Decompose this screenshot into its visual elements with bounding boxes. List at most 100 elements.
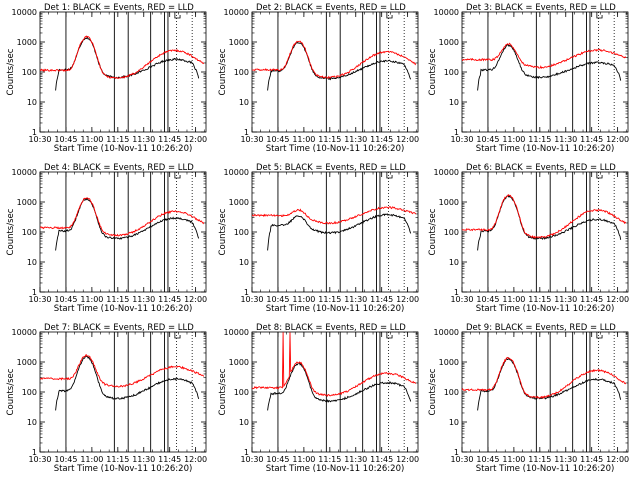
x-axis-label: Start Time (10-Nov-11 10:26:20) (266, 304, 405, 314)
y-tick-label: 10 (239, 98, 249, 107)
x-tick-label: 11:45 (158, 295, 181, 304)
x-tick-label: 10:45 (266, 295, 289, 304)
events-series-line (55, 197, 200, 251)
x-tick-label: 10:45 (54, 295, 77, 304)
y-tick-label: 10000 (12, 168, 37, 177)
x-tick-label: 11:15 (318, 455, 341, 464)
x-tick-label: 11:15 (106, 295, 129, 304)
y-tick-label: 100 (22, 68, 37, 77)
x-tick-label: 12:00 (184, 295, 207, 304)
x-tick-label: 11:15 (528, 295, 551, 304)
x-tick-label: 10:30 (240, 135, 263, 144)
x-tick-label: 11:15 (106, 455, 129, 464)
x-tick-label: 11:45 (580, 455, 603, 464)
x-tick-label: 12:00 (184, 455, 207, 464)
flag-marker (596, 12, 603, 19)
x-tick-label: 11:00 (80, 455, 103, 464)
x-tick-label: 11:15 (318, 135, 341, 144)
events-series-line (267, 362, 412, 411)
flag-marker (174, 172, 181, 179)
x-tick-label: 11:00 (80, 295, 103, 304)
x-tick-label: 12:00 (396, 135, 419, 144)
panel-det-2: Det 2: BLACK = Events, RED = LLD 1 10 100 10… (218, 3, 419, 154)
x-tick-label: 12:00 (606, 135, 629, 144)
lld-series-line (252, 206, 417, 225)
x-tick-label: 11:30 (132, 455, 155, 464)
lld-series-line (462, 356, 627, 399)
y-tick-label: 100 (444, 228, 459, 237)
x-tick-label: 10:45 (266, 135, 289, 144)
y-tick-label: 1 (32, 128, 37, 137)
flag-marker (386, 12, 393, 19)
plot-frame (251, 331, 419, 453)
x-tick-label: 10:45 (476, 135, 499, 144)
panel-det-4: Det 4: BLACK = Events, RED = LLD 1 10 100 10… (6, 163, 207, 314)
y-tick-label: 100 (22, 388, 37, 397)
x-tick-label: 10:30 (450, 455, 473, 464)
y-axis-label: Counts/sec (218, 368, 228, 415)
lld-series-line (40, 35, 205, 80)
x-axis-label: Start Time (10-Nov-11 10:26:20) (476, 464, 615, 474)
panel-title: Det 1: BLACK = Events, RED = LLD (44, 3, 194, 13)
x-tick-label: 11:45 (158, 455, 181, 464)
panel-title: Det 7: BLACK = Events, RED = LLD (44, 323, 194, 333)
panel-det-1: Det 1: BLACK = Events, RED = LLD 1 10 100 10… (6, 3, 207, 154)
panel-det-9: Det 9: BLACK = Events, RED = LLD 1 10 100 10… (428, 323, 629, 474)
y-tick-label: 100 (234, 388, 249, 397)
y-tick-label: 1 (454, 128, 459, 137)
y-axis-label: Counts/sec (6, 368, 16, 415)
y-tick-label: 1 (454, 448, 459, 457)
x-tick-label: 11:30 (554, 135, 577, 144)
x-tick-label: 11:00 (80, 135, 103, 144)
y-tick-label: 10 (239, 258, 249, 267)
y-tick-label: 1000 (17, 198, 37, 207)
y-tick-label: 1000 (439, 358, 459, 367)
x-tick-label: 11:30 (132, 295, 155, 304)
panel-det-3: Det 3: BLACK = Events, RED = LLD 1 10 100 10… (428, 3, 629, 154)
panel-title: Det 5: BLACK = Events, RED = LLD (256, 163, 406, 173)
series-group (252, 206, 417, 251)
x-axis-label: Start Time (10-Nov-11 10:26:20) (54, 304, 193, 314)
y-tick-label: 100 (444, 68, 459, 77)
lld-series-line (462, 42, 627, 69)
flag-marker (386, 172, 393, 179)
x-axis-label: Start Time (10-Nov-11 10:26:20) (476, 144, 615, 154)
x-tick-label: 10:45 (54, 455, 77, 464)
y-tick-label: 10 (27, 258, 37, 267)
x-tick-label: 11:00 (502, 135, 525, 144)
x-tick-label: 12:00 (606, 295, 629, 304)
plot-frame (461, 11, 629, 133)
y-axis-label: Counts/sec (6, 208, 16, 255)
x-tick-label: 11:00 (292, 295, 315, 304)
y-tick-label: 1000 (439, 38, 459, 47)
x-tick-label: 11:30 (344, 295, 367, 304)
x-axis-label: Start Time (10-Nov-11 10:26:20) (476, 304, 615, 314)
x-tick-label: 11:30 (132, 135, 155, 144)
x-tick-label: 11:15 (528, 135, 551, 144)
panel-title: Det 3: BLACK = Events, RED = LLD (466, 3, 616, 13)
events-series-line (477, 194, 622, 251)
y-tick-label: 1000 (229, 358, 249, 367)
y-tick-label: 1000 (229, 198, 249, 207)
x-tick-label: 11:30 (344, 455, 367, 464)
y-tick-label: 100 (234, 68, 249, 77)
events-series-line (477, 357, 622, 411)
y-tick-label: 1000 (17, 358, 37, 367)
panel-det-7: Det 7: BLACK = Events, RED = LLD 1 10 100 10… (6, 323, 207, 474)
x-tick-label: 11:15 (318, 295, 341, 304)
series-group (40, 35, 205, 91)
lld-series-line (462, 194, 627, 239)
y-tick-label: 10 (27, 98, 37, 107)
x-tick-label: 10:30 (240, 455, 263, 464)
plot-frame (251, 11, 419, 133)
y-tick-label: 1 (244, 128, 249, 137)
x-tick-label: 11:15 (106, 135, 129, 144)
x-tick-label: 10:30 (28, 135, 51, 144)
y-tick-label: 10 (449, 98, 459, 107)
x-tick-label: 10:30 (28, 455, 51, 464)
x-tick-label: 10:30 (28, 295, 51, 304)
y-tick-label: 1000 (229, 38, 249, 47)
panel-det-6: Det 6: BLACK = Events, RED = LLD 1 10 100 10… (428, 163, 629, 314)
